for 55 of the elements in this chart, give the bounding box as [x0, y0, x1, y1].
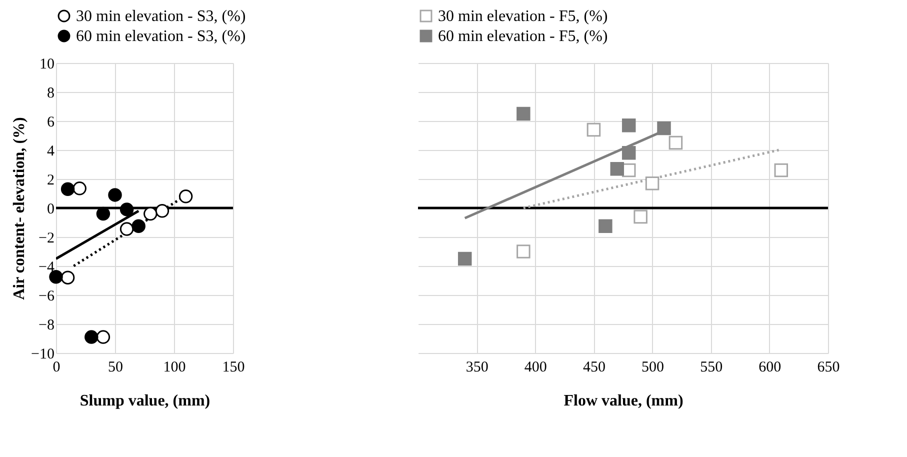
x-tick-label: 100 [163, 360, 186, 376]
y-tick-label: −8 [38, 318, 54, 334]
legend-label: 30 min elevation - S3, (%) [76, 8, 246, 25]
x-axis-title: Flow value, (mm) [564, 392, 684, 410]
y-tick-label: 10 [40, 56, 54, 72]
y-tick-label: −10 [31, 346, 54, 362]
point [458, 252, 472, 266]
x-tick-label: 500 [642, 360, 664, 376]
point [120, 202, 134, 216]
point [144, 206, 158, 221]
point [645, 176, 660, 190]
y-tick-label: 2 [47, 172, 54, 188]
y-axis-title: Air content- elevation, (%) [11, 117, 28, 300]
x-axis-title: Slump value, (mm) [80, 392, 210, 410]
point [622, 118, 636, 132]
point [178, 190, 193, 204]
point [72, 182, 86, 196]
x-tick-label: 400 [524, 360, 547, 376]
y-tick-label: −4 [38, 260, 55, 276]
point [108, 188, 122, 202]
y-tick-label: 8 [47, 86, 54, 102]
point [155, 204, 170, 218]
point [598, 219, 612, 233]
x-tick-label: 450 [582, 360, 606, 376]
point [49, 270, 63, 284]
point [516, 244, 530, 258]
legend-label: 30 min elevation - F5, (%) [438, 8, 608, 25]
point [96, 206, 110, 221]
point [516, 106, 530, 121]
legend-label: 60 min elevation - S3, (%) [76, 28, 246, 45]
point [774, 163, 788, 178]
point [622, 146, 636, 160]
point [120, 222, 134, 236]
point [610, 162, 624, 176]
point [60, 270, 75, 284]
point [668, 136, 683, 150]
point [60, 182, 75, 196]
x-tick-label: 650 [817, 360, 840, 376]
point [84, 330, 98, 344]
y-tick-label: 0 [47, 202, 54, 218]
x-tick-label: 600 [758, 360, 782, 376]
point [634, 210, 648, 224]
legend-label: 60 min elevation - F5, (%) [438, 28, 608, 45]
y-tick-label: −6 [38, 288, 55, 304]
point [132, 219, 146, 233]
x-tick-label: 50 [108, 360, 123, 376]
x-tick-label: 350 [466, 360, 488, 376]
point [586, 122, 601, 137]
point [657, 121, 671, 136]
y-tick-label: 6 [47, 114, 55, 130]
x-tick-label: 550 [700, 360, 723, 376]
point [96, 330, 110, 344]
y-tick-label: 4 [47, 144, 55, 160]
y-tick-label: −2 [38, 230, 54, 246]
x-tick-label: 150 [222, 360, 245, 376]
